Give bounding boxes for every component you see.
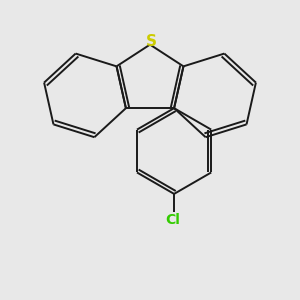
Text: S: S — [146, 34, 157, 49]
Text: Cl: Cl — [165, 213, 180, 227]
